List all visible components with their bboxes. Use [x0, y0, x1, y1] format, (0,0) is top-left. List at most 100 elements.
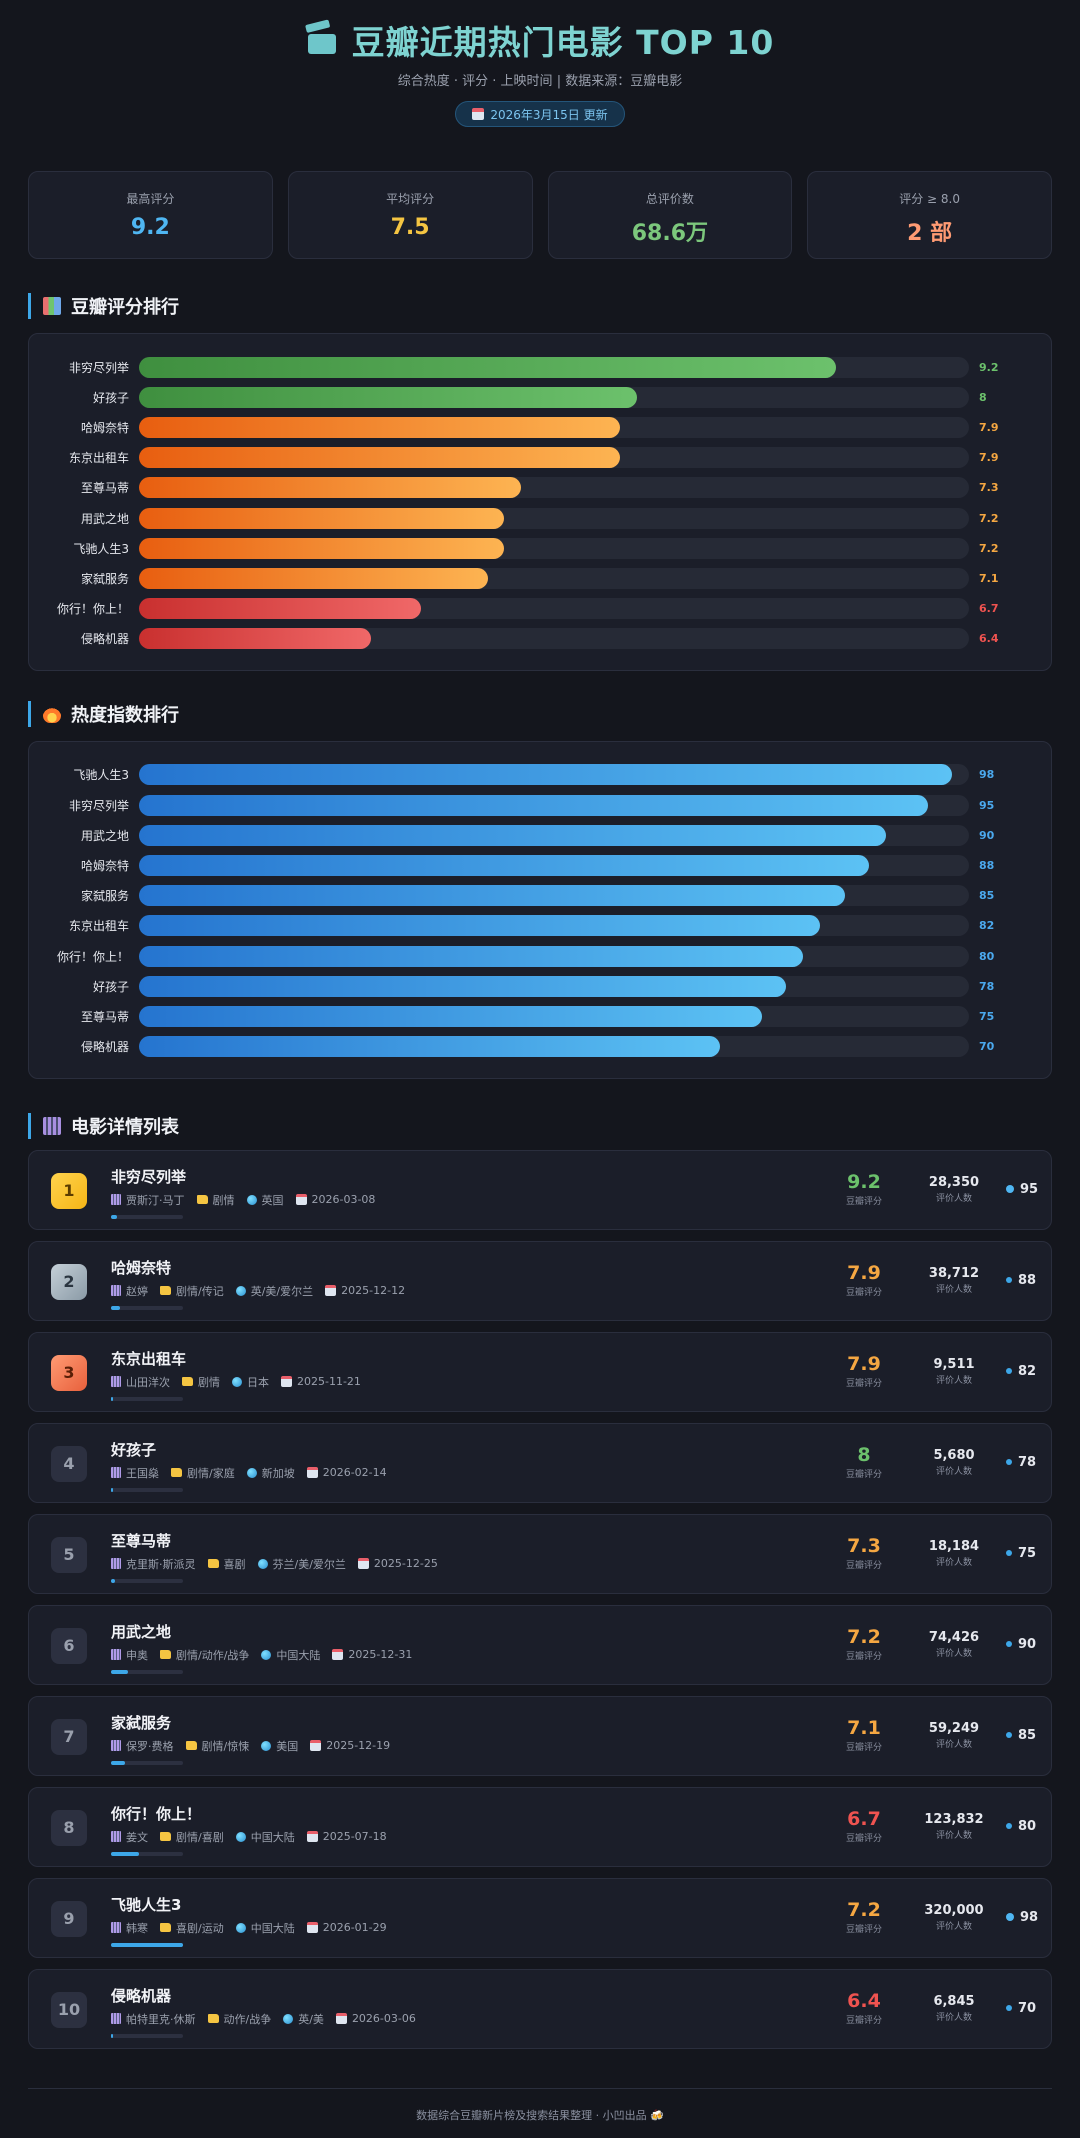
director-name: 保罗·费格 — [126, 1739, 174, 1753]
score-value: 7.2 — [847, 1898, 881, 1921]
stat-value: 2 部 — [907, 221, 953, 246]
score-value: 6.4 — [847, 1989, 881, 2012]
movie-title: 你行！你上！ — [111, 1804, 202, 1823]
movie-info: 家弑服务 保罗·费格 剧情/惊悚 美国 2025-12-19 — [111, 1712, 390, 1765]
heat-bar-track — [139, 824, 969, 846]
movie-card[interactable]: 5 至尊马蒂 克里斯·斯派灵 喜剧 芬兰/美/爱尔兰 2025-12-25 7.3 豆瓣评分 1… — [28, 1513, 1052, 1594]
genre: 剧情/惊悚 — [185, 1738, 249, 1754]
votes-progress-bar — [111, 1942, 183, 1947]
votes-progress-track — [111, 1396, 183, 1401]
region: 中国大陆 — [235, 1829, 295, 1845]
release-date: 2025-12-12 — [325, 1284, 405, 1297]
score-value-label: 7.9 — [979, 451, 999, 465]
score-value-label: 7.2 — [979, 511, 999, 525]
director-name: 韩寒 — [126, 1921, 148, 1935]
clapperboard-icon — [111, 1649, 121, 1661]
movie-meta: 韩寒 喜剧/运动 中国大陆 2026-01-29 — [111, 1920, 387, 1936]
release-date-text: 2026-03-06 — [351, 2012, 416, 2026]
votes-progress-track — [111, 1305, 183, 1310]
heat-block: 82 — [1006, 1364, 1036, 1379]
region: 英/美 — [283, 2011, 324, 2027]
movie-title: 非穷尽列举 — [111, 1167, 187, 1186]
movie-card[interactable]: 7 家弑服务 保罗·费格 剧情/惊悚 美国 2025-12-19 7.1 豆瓣评分 59,249… — [28, 1695, 1052, 1776]
heat-bar — [139, 824, 886, 846]
movie-card[interactable]: 3 东京出租车 山田洋次 剧情 日本 2025-11-21 7.9 豆瓣评分 9,511 评价人数… — [28, 1331, 1052, 1412]
heat-value: 85 — [1018, 1727, 1037, 1743]
votes-progress-track — [111, 1669, 183, 1674]
score-bar — [139, 507, 505, 529]
genre-text: 剧情/动作/战争 — [176, 1648, 250, 1662]
score-row: 用武之地 7.2 — [49, 503, 1031, 533]
heat-category-label: 用武之地 — [80, 828, 129, 843]
votes-value: 5,680 — [933, 1447, 975, 1463]
score-block: 6.7 豆瓣评分 — [829, 1808, 899, 1844]
score-bar — [139, 598, 422, 620]
stat-label: 最高评分 — [126, 192, 175, 206]
score-value-label: 8 — [979, 390, 987, 404]
region-text: 英国 — [261, 1193, 284, 1207]
region: 芬兰/美/爱尔兰 — [257, 1556, 346, 1572]
score-category-label: 家弑服务 — [80, 571, 129, 586]
movie-meta: 贾斯汀·马丁 剧情 英国 2026-03-08 — [111, 1192, 375, 1208]
movie-card[interactable]: 6 用武之地 申奥 剧情/动作/战争 中国大陆 2025-12-31 7.2 豆瓣评分 74,4… — [28, 1604, 1052, 1685]
genre-text: 喜剧 — [223, 1557, 246, 1571]
movie-card[interactable]: 8 你行！你上！ 姜文 剧情/喜剧 中国大陆 2025-07-18 6.7 豆瓣评分 123,8… — [28, 1786, 1052, 1867]
movie-card[interactable]: 2 哈姆奈特 赵婷 剧情/传记 英/美/爱尔兰 2025-12-12 7.9 豆瓣评分 38,7… — [28, 1240, 1052, 1321]
director-name: 赵婷 — [126, 1284, 148, 1298]
folder-icon — [160, 1832, 171, 1842]
heat-bar — [139, 1036, 720, 1058]
heat-category-label: 飞驰人生3 — [73, 768, 129, 783]
director: 贾斯汀·马丁 — [111, 1192, 185, 1208]
globe-icon — [246, 1194, 257, 1205]
movie-card[interactable]: 1 非穷尽列举 贾斯汀·马丁 剧情 英国 2026-03-08 9.2 豆瓣评分 28,350 评… — [28, 1149, 1052, 1230]
heat-dot-icon — [1006, 2005, 1012, 2012]
movie-card[interactable]: 10 侵略机器 帕特里克·休斯 动作/战争 英/美 2026-03-06 6.4 豆瓣评分 6,… — [28, 1968, 1052, 2049]
score-block: 9.2 豆瓣评分 — [829, 1171, 899, 1207]
score-category-label: 侵略机器 — [80, 632, 129, 647]
rank-badge: 3 — [51, 1354, 87, 1391]
globe-icon — [261, 1740, 272, 1751]
movie-title: 至尊马蒂 — [111, 1531, 172, 1550]
votes-block: 18,184 评价人数 — [919, 1539, 989, 1568]
movie-title: 用武之地 — [111, 1622, 172, 1641]
movie-card[interactable]: 4 好孩子 王国燊 剧情/家庭 新加坡 2026-02-14 8 豆瓣评分 5,680 评价人数 7… — [28, 1422, 1052, 1503]
genre: 喜剧 — [207, 1556, 246, 1572]
heat-value-label: 90 — [979, 828, 995, 842]
director: 韩寒 — [111, 1920, 148, 1936]
score-bar — [139, 416, 621, 438]
score-bar-track — [139, 386, 969, 408]
movie-card[interactable]: 9 飞驰人生3 韩寒 喜剧/运动 中国大陆 2026-01-29 7.2 豆瓣评分 320,00… — [28, 1877, 1052, 1958]
heat-block: 75 — [1006, 1546, 1036, 1561]
score-row: 你行！你上！ 6.7 — [49, 594, 1031, 624]
folder-icon — [160, 1923, 171, 1933]
heat-dot-icon — [1006, 1459, 1012, 1466]
score-row: 好孩子 8 — [49, 382, 1031, 412]
calendar-icon — [295, 1194, 307, 1206]
heat-dot-icon — [1006, 1641, 1012, 1648]
region-text: 中国大陆 — [250, 1921, 295, 1935]
heat-bar — [139, 975, 787, 997]
director-name: 山田洋次 — [126, 1375, 170, 1389]
folder-icon — [185, 1741, 197, 1751]
director-name: 帕特里克·休斯 — [126, 2012, 196, 2026]
heat-bar-track — [139, 764, 969, 786]
movie-meta: 山田洋次 剧情 日本 2025-11-21 — [111, 1374, 361, 1390]
score-value-label: 7.9 — [979, 420, 999, 434]
heat-category-label: 至尊马蒂 — [80, 1009, 129, 1024]
heat-block: 85 — [1006, 1728, 1036, 1743]
votes-progress-track — [111, 1578, 183, 1583]
stat-value: 68.6万 — [631, 221, 709, 246]
votes-progress-bar — [111, 1851, 140, 1856]
heat-block: 88 — [1006, 1273, 1036, 1288]
score-bar — [139, 477, 521, 499]
heat-dot-icon — [1006, 1277, 1012, 1284]
votes-value: 320,000 — [924, 1902, 984, 1918]
release-date-text: 2025-12-31 — [348, 1648, 413, 1662]
genre-text: 喜剧/运动 — [176, 1921, 224, 1935]
heat-block: 80 — [1006, 1819, 1036, 1834]
score-category-label: 飞驰人生3 — [73, 541, 129, 556]
score-row: 非穷尽列举 9.2 — [49, 352, 1031, 382]
heat-value-label: 85 — [979, 889, 995, 903]
score-block: 7.1 豆瓣评分 — [829, 1717, 899, 1753]
movie-meta: 姜文 剧情/喜剧 中国大陆 2025-07-18 — [111, 1829, 387, 1845]
